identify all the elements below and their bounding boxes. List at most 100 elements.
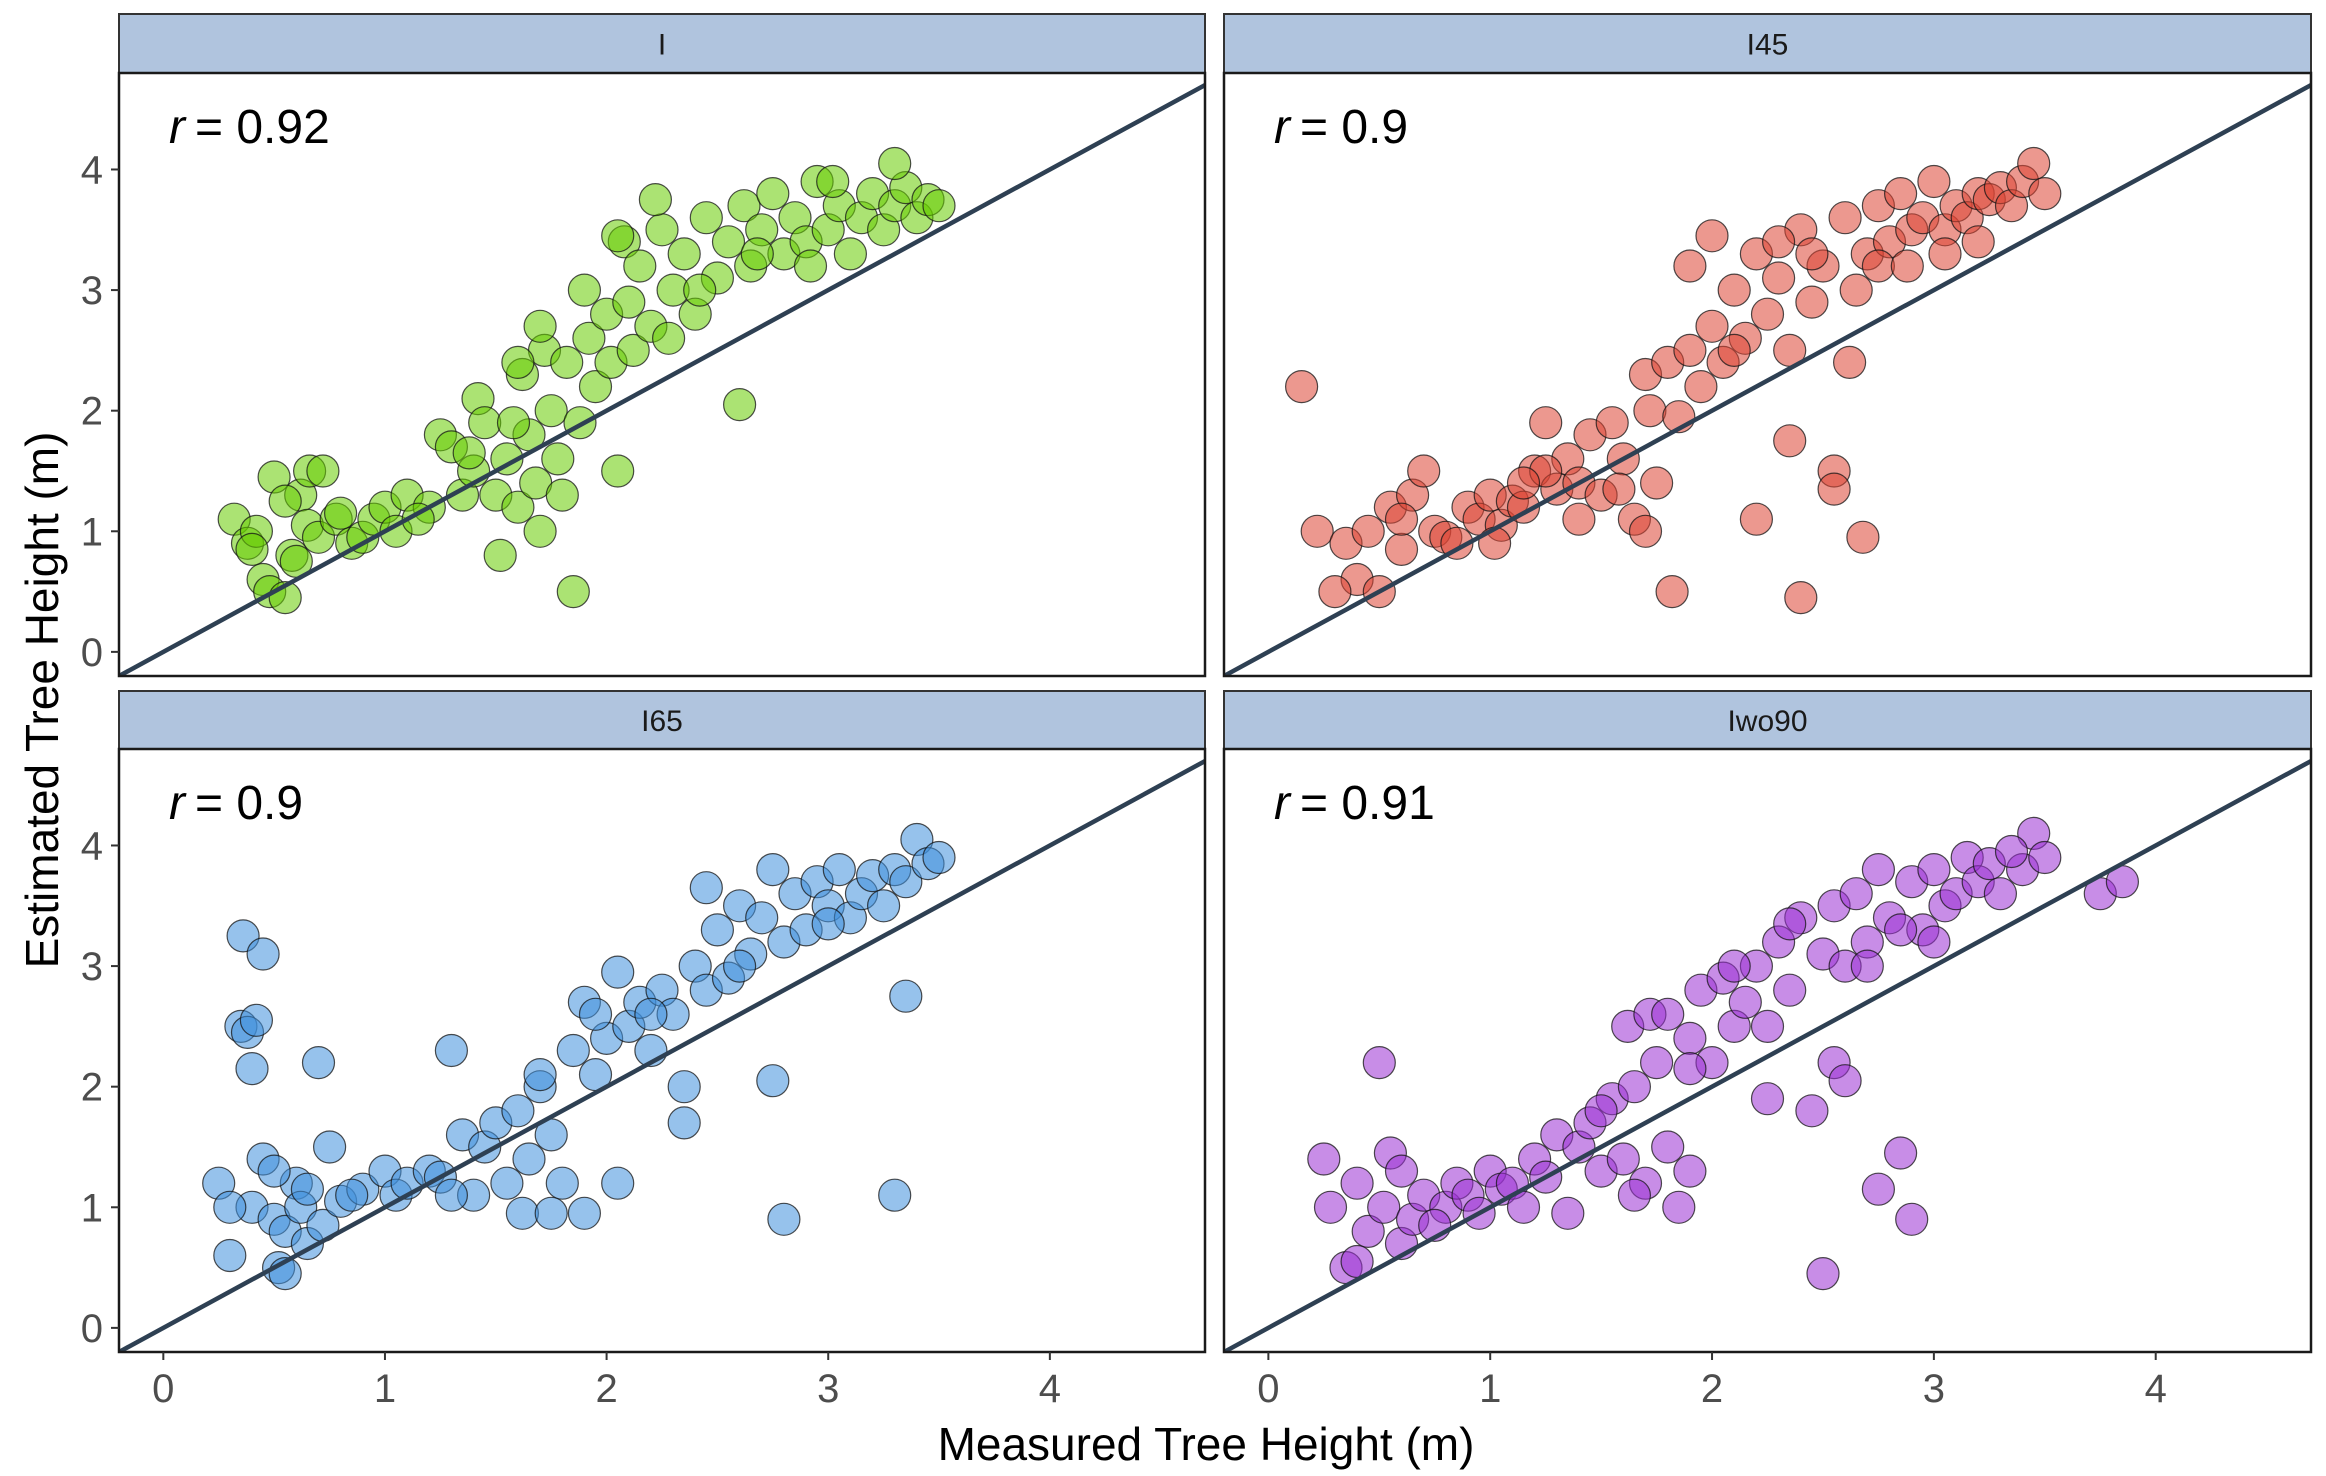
y-tick-label: 0 [81,631,103,675]
data-point [523,1057,557,1092]
x-tick-label: 0 [1257,1367,1279,1411]
data-point [922,840,956,875]
data-point [1883,177,1918,211]
data-point [213,1238,247,1273]
data-point [1362,1045,1396,1080]
data-point [1994,834,2029,869]
data-point [545,1166,579,1200]
data-point [1806,1256,1840,1291]
data-point [434,1033,468,1068]
correlation-value: = 0.9 [195,777,303,830]
data-point [2028,177,2062,211]
data-point [683,273,717,307]
data-point [1917,852,1951,887]
data-point [235,532,269,567]
data-point [638,183,673,217]
reference-line [119,83,1205,676]
data-point [257,1154,291,1188]
data-point [1761,261,1796,295]
data-point [523,514,557,548]
data-point [1795,237,1829,271]
data-point [1795,285,1829,319]
data-point [922,189,956,223]
data-point [501,345,535,379]
data-point [556,1033,590,1068]
y-tick-label: 3 [81,269,103,313]
x-axis-ticks-right: 0 1 2 3 4 [1257,1367,2167,1411]
y-tick-label: 2 [81,390,103,434]
x-tick-label: 0 [152,1367,174,1411]
data-point [1651,997,1685,1031]
data-point [645,213,679,247]
data-point [1639,1045,1674,1080]
data-point [1828,201,1862,235]
data-point [1850,949,1884,983]
data-point [1795,1094,1829,1128]
data-point [1717,333,1751,367]
data-point [612,285,646,319]
scatter-series [217,146,956,615]
x-tick-label: 3 [1923,1367,1945,1411]
x-axis-ticks-left: 0 1 2 3 4 [152,1367,1061,1411]
data-point [651,321,686,355]
data-point [878,1178,912,1212]
facet-strip [118,690,1206,750]
data-point [512,1142,546,1176]
data-point [496,406,531,440]
data-point [235,1051,269,1086]
x-tick-label: 1 [374,1367,396,1411]
y-tick-label: 1 [81,1186,103,1230]
correlation-value: = 0.9 [1300,101,1408,154]
data-point [1817,472,1851,506]
correlation-label: r = 0.9 [169,777,303,830]
data-point [1895,1202,1929,1236]
data-point [1384,1154,1419,1188]
data-point [822,852,856,887]
data-point [793,249,828,283]
data-point [501,490,535,524]
data-point [534,1196,568,1230]
data-point [745,901,779,935]
data-point [722,949,757,983]
data-point [1773,907,1807,941]
facet-strip [118,13,1206,74]
y-axis-ticks-bottom: 0 1 2 3 4 [81,825,103,1351]
data-point [1861,249,1896,283]
data-point [623,249,657,283]
data-point [1828,1064,1862,1098]
data-point [1595,406,1629,440]
x-tick-label: 4 [2145,1367,2167,1411]
facet-strip-label: I45 [1747,29,1789,62]
data-point [1602,472,1636,506]
y-tick-label: 4 [81,149,103,193]
data-point [1284,370,1319,404]
x-tick-label: 4 [1039,1367,1061,1411]
data-point [1983,877,2018,911]
data-point [213,1190,247,1224]
data-point [1384,502,1419,536]
correlation-symbol: r [169,101,187,154]
data-point [572,321,606,355]
x-tick-label: 3 [817,1367,839,1411]
data-point [1562,502,1596,536]
x-axis-title: Measured Tree Height (m) [938,1418,1475,1470]
data-point [567,1196,602,1230]
data-point [490,1166,524,1200]
data-point [505,1196,540,1230]
data-point [1673,333,1707,367]
data-point [1606,1142,1640,1176]
data-point [616,333,650,367]
data-point [1340,1166,1374,1200]
data-point [523,309,557,343]
data-point [756,852,790,887]
data-point [816,164,850,199]
data-point [239,1003,273,1037]
correlation-value: = 0.92 [195,101,330,154]
data-point [601,1166,635,1200]
data-point [268,484,302,518]
data-point [689,201,723,235]
data-point [1717,273,1751,307]
y-tick-label: 3 [81,945,103,989]
